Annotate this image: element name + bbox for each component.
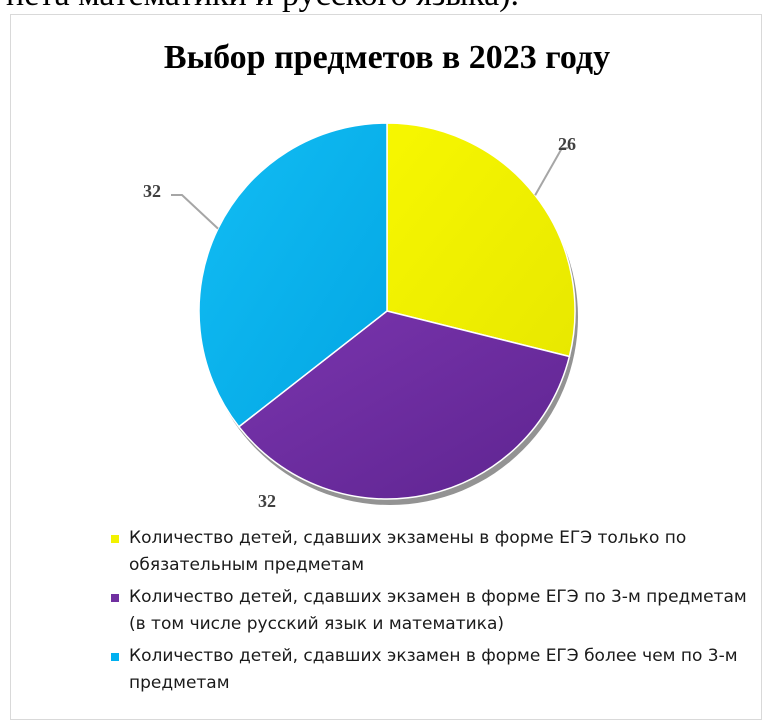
legend-swatch-1	[111, 535, 119, 543]
data-label-2: 32	[258, 491, 276, 511]
legend-label-3: Количество детей, сдавших экзамен в форм…	[129, 646, 738, 693]
chart-frame: Выбор предметов в 2023 году 26 32 3	[10, 14, 762, 720]
chart-title: Выбор предметов в 2023 году	[163, 39, 611, 76]
leader-line-1	[534, 147, 568, 196]
legend-label-2: Количество детей, сдавших экзамен в форм…	[129, 587, 747, 634]
chart-legend: Количество детей, сдавших экзамены в фор…	[107, 525, 757, 702]
legend-item-1: Количество детей, сдавших экзамены в фор…	[107, 525, 757, 579]
data-label-3: 32	[143, 181, 161, 201]
legend-swatch-2	[111, 594, 119, 602]
legend-item-2: Количество детей, сдавших экзамен в форм…	[107, 584, 757, 638]
legend-swatch-3	[111, 653, 119, 661]
legend-item-3: Количество детей, сдавших экзамен в форм…	[107, 643, 757, 697]
leader-line-3	[171, 194, 219, 230]
pie-slice-2	[237, 310, 571, 500]
legend-label-1: Количество детей, сдавших экзамены в фор…	[129, 528, 687, 575]
pie-slice-3	[198, 122, 388, 428]
data-label-1: 26	[558, 134, 576, 154]
pie-chart: 26 32 32	[143, 122, 578, 511]
document-text-fragment: нета математики и русского языка).	[6, 0, 519, 12]
